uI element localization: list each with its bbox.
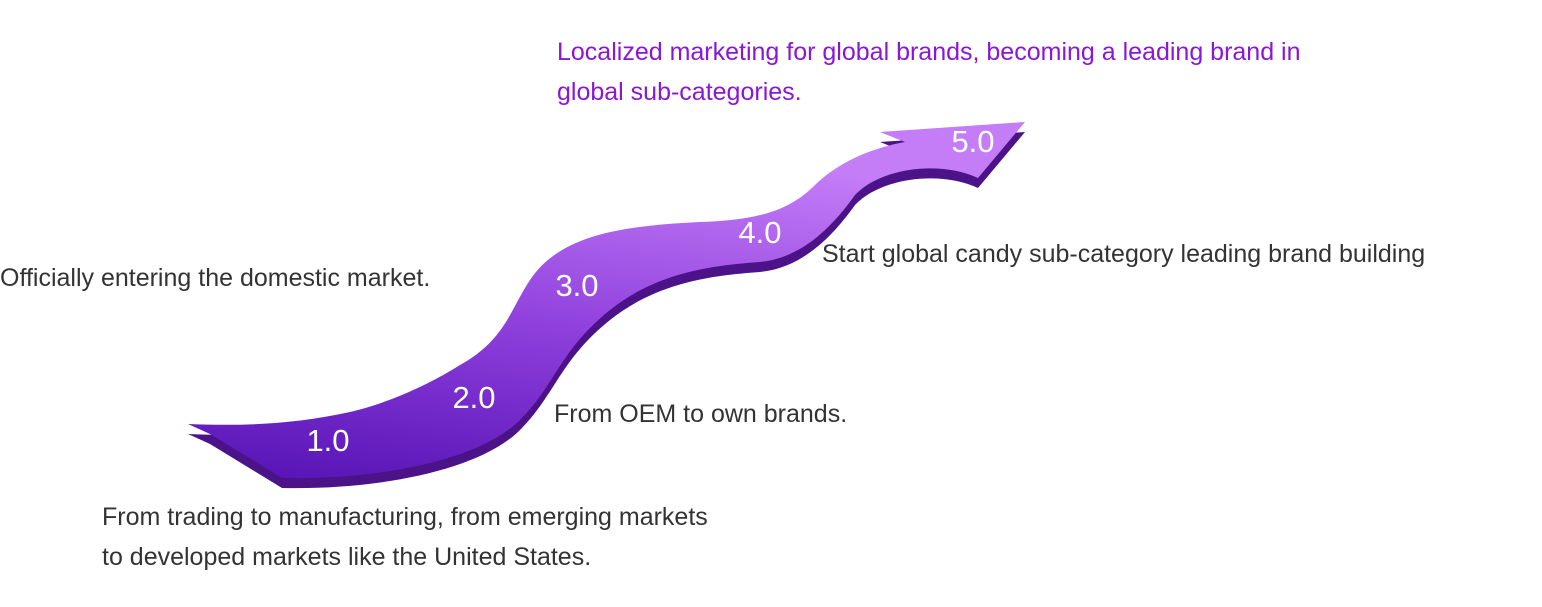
stage-description: Officially entering the domestic market.	[0, 264, 431, 292]
stage-description: From trading to manufacturing, from emer…	[102, 503, 708, 571]
stage-number: 1.0	[306, 423, 350, 458]
stage-number: 3.0	[555, 268, 599, 303]
stage-description: Start global candy sub-category leading …	[822, 240, 1426, 268]
stage-number: 5.0	[951, 124, 995, 159]
stage-number: 4.0	[738, 215, 782, 250]
stage-description: Localized marketing for global brands, b…	[557, 38, 1301, 106]
stage-number: 2.0	[452, 380, 496, 415]
ribbon	[188, 122, 1025, 479]
stage-description: From OEM to own brands.	[554, 400, 848, 428]
